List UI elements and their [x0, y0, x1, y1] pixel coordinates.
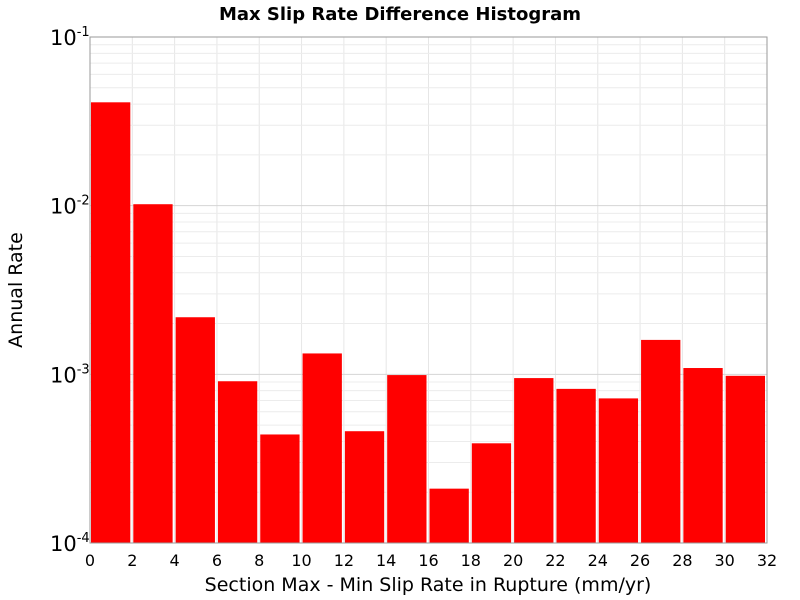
x-axis-ticks: 0 2 4 6 8 10 12 14 16 18 20 22 24 26 28 30 32 — [85, 551, 777, 570]
y-tick-label: 10-3 — [50, 362, 90, 387]
bars-group — [91, 102, 765, 543]
histogram-bar — [91, 102, 131, 543]
x-tick-label: 32 — [757, 551, 777, 570]
histogram-bar — [387, 375, 427, 543]
histogram-bar — [302, 353, 342, 543]
histogram-bar — [429, 488, 469, 543]
x-tick-label: 6 — [212, 551, 222, 570]
x-tick-label: 12 — [334, 551, 354, 570]
x-tick-label: 18 — [461, 551, 481, 570]
histogram-bar — [471, 443, 512, 543]
histogram-bar — [344, 431, 385, 543]
histogram-bar — [133, 204, 173, 543]
x-tick-label: 28 — [672, 551, 692, 570]
x-tick-label: 10 — [291, 551, 311, 570]
x-tick-label: 0 — [85, 551, 95, 570]
x-tick-label: 20 — [503, 551, 523, 570]
x-tick-label: 8 — [254, 551, 264, 570]
histogram-bar — [683, 368, 723, 543]
x-axis-label: Section Max - Min Slip Rate in Rupture (… — [205, 574, 652, 596]
x-tick-label: 26 — [630, 551, 650, 570]
histogram-bar — [641, 339, 681, 543]
chart-title: Max Slip Rate Difference Histogram — [219, 4, 581, 25]
histogram-bar — [598, 398, 639, 543]
y-tick-label: 10-1 — [50, 25, 90, 50]
y-axis-ticks: 10-1 10-2 10-3 10-4 — [50, 25, 90, 556]
y-tick-label: 10-4 — [50, 531, 90, 556]
histogram-bar — [260, 434, 300, 543]
x-tick-label: 30 — [715, 551, 735, 570]
x-tick-label: 2 — [127, 551, 137, 570]
histogram-bar — [725, 375, 765, 543]
y-axis-label: Annual Rate — [5, 232, 27, 348]
x-tick-label: 22 — [545, 551, 565, 570]
plot-border — [89, 36, 768, 544]
plot-frame — [89, 36, 768, 544]
histogram-bar — [217, 381, 258, 543]
x-tick-label: 24 — [588, 551, 608, 570]
x-tick-label: 16 — [418, 551, 438, 570]
histogram-bar — [514, 378, 554, 543]
x-tick-label: 14 — [376, 551, 396, 570]
y-tick-label: 10-2 — [50, 194, 90, 219]
histogram-bar — [556, 388, 596, 543]
histogram-bar — [175, 317, 215, 543]
x-tick-label: 4 — [170, 551, 180, 570]
